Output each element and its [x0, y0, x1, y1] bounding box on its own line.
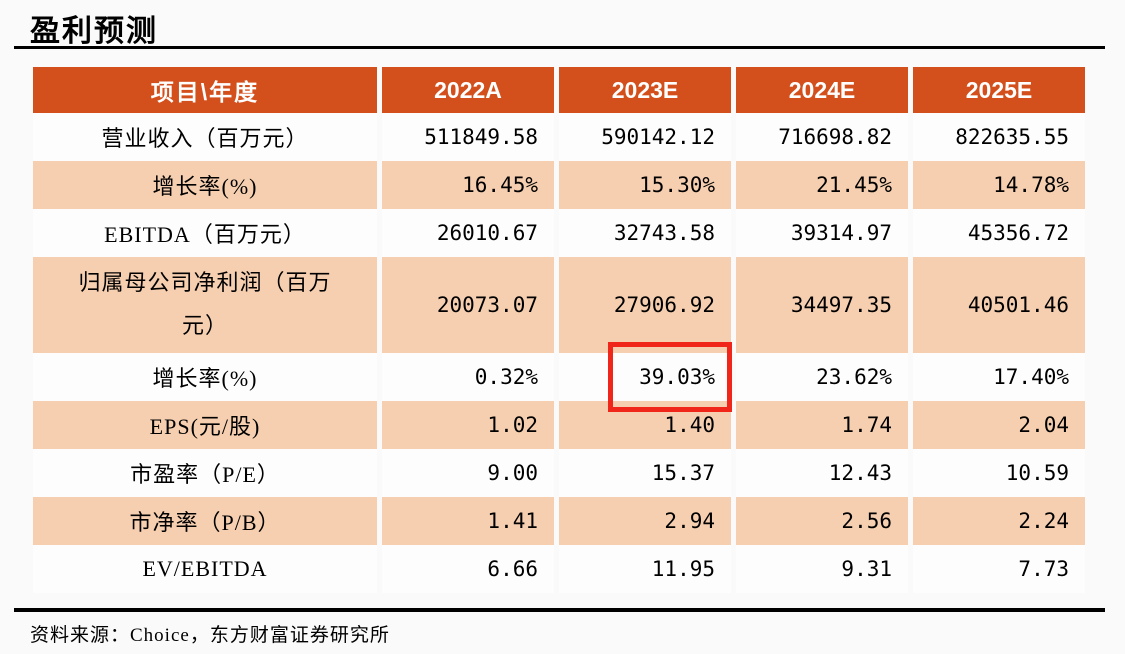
cell-value: 34497.35 — [736, 257, 908, 353]
header-cell-item-year: 项目\年度 — [33, 67, 377, 113]
cell-value: 1.74 — [736, 401, 908, 449]
cell-value: 15.30% — [559, 161, 731, 209]
cell-value: 27906.92 — [559, 257, 731, 353]
cell-value: 2.04 — [913, 401, 1085, 449]
row-label-text: 归属母公司净利润（百万元） — [78, 270, 332, 338]
row-label: 市净率（P/B） — [33, 497, 377, 545]
cell-value: 2.56 — [736, 497, 908, 545]
cell-value: 7.73 — [913, 545, 1085, 593]
cell-value: 9.31 — [736, 545, 908, 593]
cell-value: 26010.67 — [382, 209, 554, 257]
cell-value: 590142.12 — [559, 113, 731, 161]
cell-value: 9.00 — [382, 449, 554, 497]
cell-value: 822635.55 — [913, 113, 1085, 161]
cell-value: 1.40 — [559, 401, 731, 449]
cell-value: 2.94 — [559, 497, 731, 545]
cell-value: 45356.72 — [913, 209, 1085, 257]
cell-value: 40501.46 — [913, 257, 1085, 353]
cell-value: 15.37 — [559, 449, 731, 497]
row-label: 归属母公司净利润（百万元） — [33, 257, 377, 353]
header-cell-2025e: 2025E — [913, 67, 1085, 113]
cell-value: 32743.58 — [559, 209, 731, 257]
page-title: 盈利预测 — [30, 15, 158, 48]
cell-value: 511849.58 — [382, 113, 554, 161]
header-cell-2024e: 2024E — [736, 67, 908, 113]
cell-value: 1.02 — [382, 401, 554, 449]
cell-value-highlighted: 39.03% — [559, 353, 731, 401]
cell-value: 0.32% — [382, 353, 554, 401]
row-label: 增长率(%) — [33, 161, 377, 209]
cell-value: 6.66 — [382, 545, 554, 593]
header-cell-2022a: 2022A — [382, 67, 554, 113]
row-label: EV/EBITDA — [33, 545, 377, 593]
highlight-box — [608, 342, 732, 412]
cell-value: 39314.97 — [736, 209, 908, 257]
cell-value: 16.45% — [382, 161, 554, 209]
footer-divider — [14, 608, 1105, 612]
row-label: EBITDA（百万元） — [33, 209, 377, 257]
header-cell-2023e: 2023E — [559, 67, 731, 113]
source-note: 资料来源：Choice，东方财富证券研究所 — [30, 625, 390, 646]
cell-value: 1.41 — [382, 497, 554, 545]
row-label: 增长率(%) — [33, 353, 377, 401]
cell-value: 17.40% — [913, 353, 1085, 401]
row-label: 营业收入（百万元） — [33, 113, 377, 161]
cell-value: 2.24 — [913, 497, 1085, 545]
cell-value: 10.59 — [913, 449, 1085, 497]
cell-value: 21.45% — [736, 161, 908, 209]
cell-value: 23.62% — [736, 353, 908, 401]
cell-value: 11.95 — [559, 545, 731, 593]
row-label: 市盈率（P/E） — [33, 449, 377, 497]
row-label: EPS(元/股) — [33, 401, 377, 449]
cell-value: 716698.82 — [736, 113, 908, 161]
profit-forecast-table: 项目\年度 2022A 2023E 2024E 2025E 营业收入（百万元） … — [33, 67, 1085, 593]
cell-value: 12.43 — [736, 449, 908, 497]
cell-value: 20073.07 — [382, 257, 554, 353]
cell-value: 14.78% — [913, 161, 1085, 209]
title-underline — [14, 46, 1105, 49]
